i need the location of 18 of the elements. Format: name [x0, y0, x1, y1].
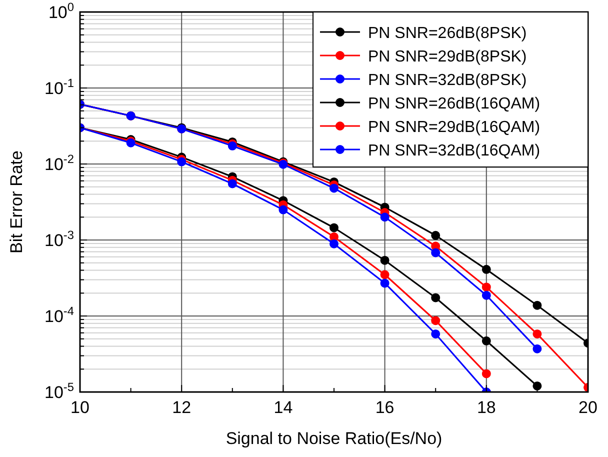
x-tick-label: 20: [578, 398, 598, 417]
legend-label: PN SNR=32dB(16QAM): [368, 142, 540, 160]
x-tick-label: 16: [375, 398, 394, 417]
legend-label: PN SNR=29dB(8PSK): [368, 48, 527, 66]
y-tick-label: 10$^{-4}$: [44, 304, 74, 326]
y-tick-label: 10$^{-3}$: [44, 228, 74, 250]
x-tick-label: 12: [172, 398, 192, 417]
x-tick-label: 18: [476, 398, 496, 417]
legend-label: PN SNR=26dB(16QAM): [368, 96, 540, 112]
legend-label: PN SNR=29dB(16QAM): [368, 119, 540, 136]
y-tick-label: 10$^{-2}$: [44, 152, 74, 174]
y-tick-label: 10$^{0}$: [48, 0, 74, 22]
legend-label: PN SNR=26dB(8PSK): [368, 25, 527, 42]
y-tick-label: 10$^{-1}$: [44, 76, 74, 98]
legend-label: PN SNR=32dB(8PSK): [368, 72, 527, 89]
y-axis-title: Bit Error Rate: [7, 150, 26, 254]
x-tick-label: 14: [274, 398, 293, 417]
x-axis-title: Signal to Noise Ratio(Es/No): [226, 429, 442, 448]
